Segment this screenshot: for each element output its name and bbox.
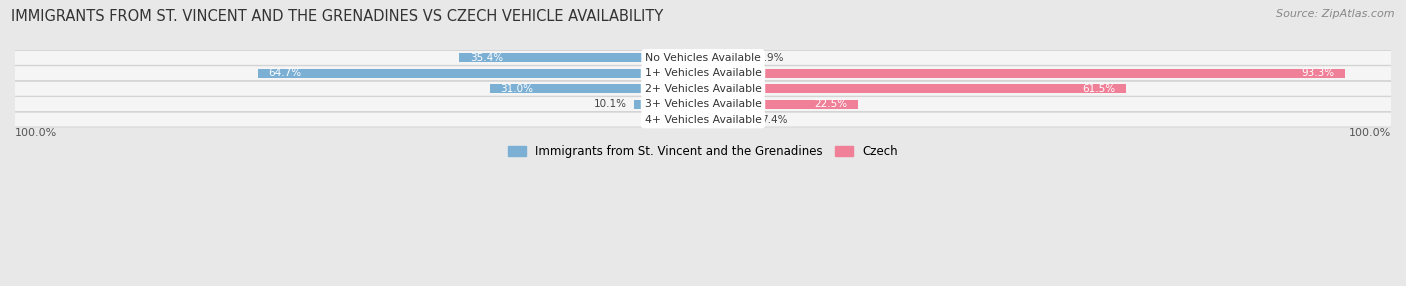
Text: 100.0%: 100.0% bbox=[1348, 128, 1391, 138]
FancyBboxPatch shape bbox=[14, 50, 1392, 65]
Text: No Vehicles Available: No Vehicles Available bbox=[645, 53, 761, 63]
Bar bbox=[703, 115, 754, 124]
Bar bbox=[703, 69, 1346, 78]
Bar bbox=[703, 100, 858, 109]
Text: 3.0%: 3.0% bbox=[650, 115, 675, 125]
Text: 2+ Vehicles Available: 2+ Vehicles Available bbox=[644, 84, 762, 94]
Bar bbox=[489, 84, 703, 93]
FancyBboxPatch shape bbox=[14, 112, 1392, 127]
Text: 22.5%: 22.5% bbox=[814, 99, 848, 109]
Text: 93.3%: 93.3% bbox=[1302, 68, 1334, 78]
Text: 31.0%: 31.0% bbox=[501, 84, 533, 94]
Text: 61.5%: 61.5% bbox=[1083, 84, 1116, 94]
Bar bbox=[257, 69, 703, 78]
Text: 100.0%: 100.0% bbox=[15, 128, 58, 138]
Bar bbox=[682, 115, 703, 124]
Text: 3+ Vehicles Available: 3+ Vehicles Available bbox=[644, 99, 762, 109]
Text: 6.9%: 6.9% bbox=[758, 53, 785, 63]
Text: 1+ Vehicles Available: 1+ Vehicles Available bbox=[644, 68, 762, 78]
Text: 10.1%: 10.1% bbox=[593, 99, 627, 109]
Bar bbox=[703, 84, 1126, 93]
Bar bbox=[460, 53, 703, 62]
Text: 7.4%: 7.4% bbox=[761, 115, 787, 125]
FancyBboxPatch shape bbox=[14, 81, 1392, 96]
Text: 35.4%: 35.4% bbox=[470, 53, 503, 63]
Text: IMMIGRANTS FROM ST. VINCENT AND THE GRENADINES VS CZECH VEHICLE AVAILABILITY: IMMIGRANTS FROM ST. VINCENT AND THE GREN… bbox=[11, 9, 664, 23]
FancyBboxPatch shape bbox=[14, 97, 1392, 112]
Text: Source: ZipAtlas.com: Source: ZipAtlas.com bbox=[1277, 9, 1395, 19]
Text: 4+ Vehicles Available: 4+ Vehicles Available bbox=[644, 115, 762, 125]
Bar bbox=[703, 53, 751, 62]
Bar bbox=[634, 100, 703, 109]
Text: 64.7%: 64.7% bbox=[269, 68, 301, 78]
FancyBboxPatch shape bbox=[14, 66, 1392, 81]
Legend: Immigrants from St. Vincent and the Grenadines, Czech: Immigrants from St. Vincent and the Gren… bbox=[503, 141, 903, 163]
